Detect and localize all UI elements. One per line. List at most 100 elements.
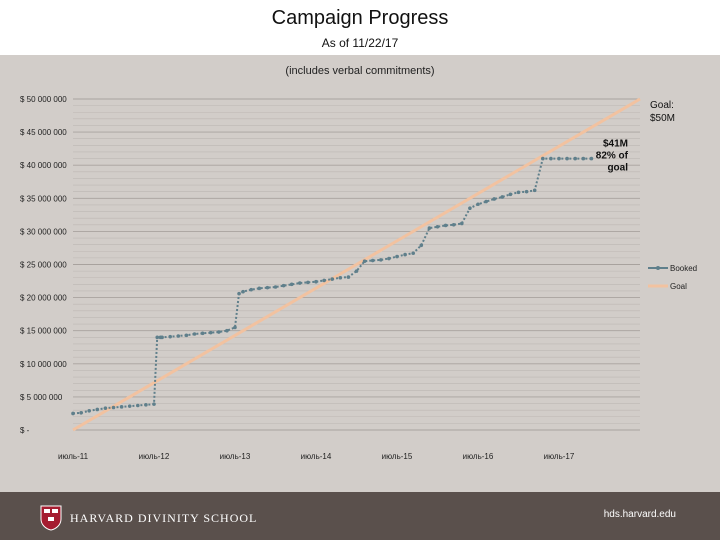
- booked-point: [565, 156, 569, 161]
- booked-annotation: 82% of: [596, 151, 629, 162]
- x-tick-label: июль-17: [544, 452, 575, 461]
- booked-point: [387, 256, 391, 261]
- booked-point: [354, 269, 359, 273]
- booked-point: [79, 410, 83, 415]
- booked-point: [168, 334, 172, 339]
- y-tick-label: $ 5 000 000: [20, 393, 63, 402]
- booked-point: [95, 407, 100, 412]
- booked-point: [492, 197, 497, 201]
- booked-point: [573, 156, 577, 161]
- booked-point: [484, 199, 488, 204]
- x-tick-label: июль-11: [58, 452, 89, 461]
- booked-point: [379, 258, 383, 262]
- booked-point: [500, 195, 505, 199]
- x-tick-label: июль-15: [382, 452, 413, 461]
- booked-point: [306, 280, 310, 285]
- booked-point: [403, 252, 407, 257]
- footer: [0, 492, 720, 540]
- booked-point: [443, 223, 448, 228]
- logo-text: HARVARD DIVINITY SCHOOL: [70, 511, 258, 525]
- y-tick-label: $ 30 000 000: [20, 227, 67, 236]
- chart-note: (includes verbal commitments): [285, 65, 435, 77]
- booked-point: [281, 283, 286, 288]
- booked-point: [233, 325, 237, 330]
- booked-point: [330, 277, 335, 281]
- booked-point: [144, 403, 148, 407]
- x-tick-label: июль-13: [220, 452, 251, 461]
- header: Campaign Progress As of 11/22/17: [0, 0, 720, 55]
- booked-annotation: goal: [607, 163, 628, 174]
- booked-point: [160, 335, 164, 340]
- legend-label: Booked: [670, 264, 697, 273]
- x-tick-label: июль-12: [139, 452, 170, 461]
- booked-point: [208, 330, 213, 335]
- booked-point: [127, 404, 132, 408]
- x-tick-label: июль-16: [463, 452, 494, 461]
- booked-point: [155, 335, 160, 340]
- booked-point: [427, 226, 432, 230]
- booked-point: [176, 334, 181, 338]
- booked-point: [87, 409, 91, 413]
- booked-point: [249, 287, 253, 292]
- y-tick-label: $ -: [20, 426, 30, 435]
- y-tick-label: $ 45 000 000: [20, 128, 67, 137]
- y-tick-label: $ 50 000 000: [20, 95, 67, 104]
- booked-point: [508, 192, 513, 197]
- booked-point: [419, 243, 424, 248]
- booked-point: [532, 188, 537, 193]
- booked-point: [411, 251, 416, 256]
- booked-point: [136, 403, 140, 408]
- goal-line: [72, 97, 641, 432]
- booked-point: [370, 258, 375, 263]
- booked-point: [362, 259, 367, 263]
- booked-point: [71, 411, 75, 416]
- booked-point: [103, 406, 108, 410]
- y-tick-label: $ 10 000 000: [20, 360, 67, 369]
- booked-point: [225, 328, 229, 333]
- y-tick-label: $ 40 000 000: [20, 161, 67, 170]
- booked-point: [516, 190, 521, 195]
- chart-area: [0, 55, 720, 492]
- booked-point: [192, 332, 197, 336]
- booked-point: [460, 221, 464, 226]
- booked-point: [322, 278, 326, 283]
- page-subtitle: As of 11/22/17: [321, 36, 399, 50]
- booked-point: [217, 330, 221, 334]
- booked-point: [314, 279, 318, 284]
- booked-point: [557, 156, 561, 161]
- y-tick-label: $ 20 000 000: [20, 294, 67, 303]
- booked-point: [289, 282, 294, 287]
- booked-point: [549, 156, 553, 161]
- booked-point: [451, 222, 456, 227]
- booked-annotation: $41M: [603, 139, 628, 150]
- booked-line: [72, 157, 592, 415]
- booked-point: [589, 156, 594, 161]
- booked-point: [435, 224, 440, 229]
- booked-point: [265, 285, 270, 290]
- x-tick-label: июль-14: [301, 452, 332, 461]
- booked-point: [257, 286, 262, 291]
- y-tick-label: $ 25 000 000: [20, 261, 67, 270]
- booked-point: [152, 402, 156, 406]
- booked-point: [111, 405, 116, 410]
- y-tick-label: $ 15 000 000: [20, 327, 67, 336]
- y-tick-label: $ 35 000 000: [20, 194, 67, 203]
- shield-icon: [40, 505, 62, 531]
- booked-point: [237, 291, 241, 296]
- page-title: Campaign Progress: [271, 7, 449, 29]
- booked-point: [119, 405, 124, 409]
- campaign-chart: $ - $ 5 000 000 $ 10 000 000 $ 15 000 000 $ …: [20, 95, 697, 461]
- booked-point: [241, 289, 245, 294]
- goal-annotation: Goal:: [650, 100, 674, 111]
- booked-point: [346, 275, 351, 279]
- booked-point: [338, 275, 343, 280]
- booked-point: [524, 189, 529, 194]
- booked-point: [476, 202, 480, 207]
- booked-point: [395, 254, 399, 259]
- booked-point: [541, 156, 545, 161]
- footer-site: hds.harvard.edu: [603, 509, 676, 520]
- booked-point: [468, 206, 472, 211]
- legend-label: Goal: [670, 282, 687, 291]
- booked-point: [298, 281, 302, 285]
- booked-point: [184, 333, 189, 338]
